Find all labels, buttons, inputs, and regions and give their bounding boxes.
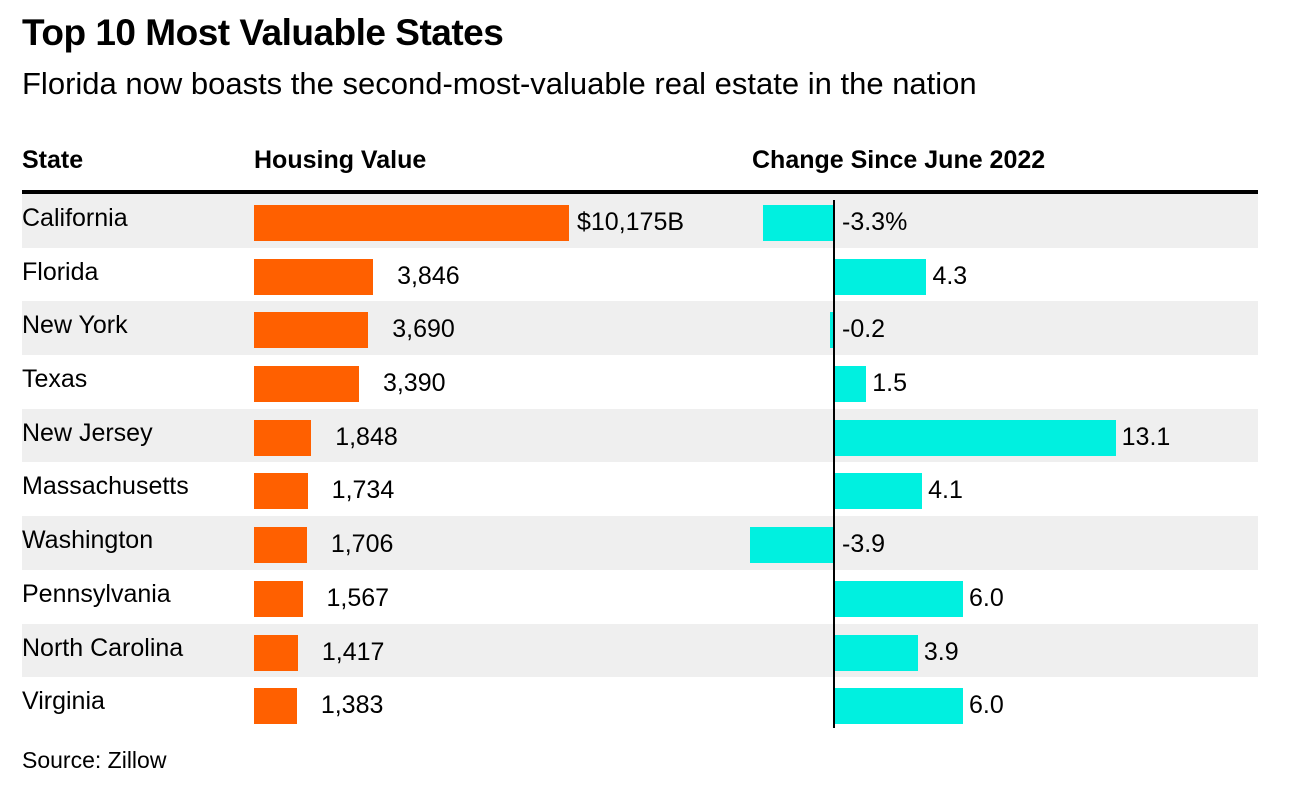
housing-value-label: 1,417 (321, 637, 385, 666)
change-label: 4.3 (932, 261, 968, 290)
header-rule (22, 190, 1258, 194)
zero-axis-line (833, 200, 835, 728)
change-bar (834, 634, 918, 671)
table-row: Massachusetts 1,734 4.1 (22, 462, 1258, 516)
change-label: -3.3% (842, 208, 908, 236)
change-bar (834, 473, 923, 510)
table-row: Virginia 1,383 6.0 (22, 677, 1258, 731)
housing-value-bar (254, 366, 359, 403)
housing-value-bar (254, 473, 308, 510)
chart-subtitle: Florida now boasts the second-most-valua… (22, 66, 977, 101)
change-bar (834, 419, 1116, 456)
housing-value-label: 3,390 (382, 369, 446, 398)
state-label: North Carolina (22, 633, 184, 662)
source-note: Source: Zillow (22, 747, 167, 773)
chart-title: Top 10 Most Valuable States (22, 12, 504, 53)
change-label: 4.1 (928, 476, 963, 505)
change-bar (834, 258, 927, 295)
housing-value-bar (254, 688, 297, 725)
change-label: -0.2 (842, 315, 886, 344)
housing-value-label: 1,383 (320, 691, 384, 720)
change-bar (829, 312, 834, 349)
state-label: New York (22, 311, 128, 340)
state-label: Massachusetts (22, 472, 189, 501)
change-label: -3.9 (842, 530, 886, 559)
state-label: California (22, 204, 128, 232)
housing-value-bar (254, 205, 569, 241)
state-label: New Jersey (22, 418, 153, 447)
table-row: Florida 3,846 4.3 (22, 248, 1258, 302)
change-label: 3.9 (923, 637, 959, 666)
table-row: North Carolina 1,417 3.9 (22, 623, 1258, 678)
change-label: 1.5 (872, 369, 908, 398)
state-label: Florida (22, 257, 99, 286)
state-label: Pennsylvania (22, 579, 171, 608)
housing-value-label: 1,734 (331, 476, 395, 505)
state-label: Virginia (22, 687, 105, 716)
table-row: New Jersey 1,848 13.1 (22, 408, 1258, 463)
change-bar (750, 527, 834, 564)
change-label: 6.0 (969, 691, 1004, 720)
housing-value-label: 1,567 (326, 583, 390, 612)
housing-value-label: 1,706 (330, 530, 394, 559)
housing-value-label: 1,848 (335, 422, 398, 451)
housing-value-label: 3,846 (397, 261, 460, 290)
column-header-change: Change Since June 2022 (752, 146, 1046, 174)
change-label: 6.0 (969, 583, 1004, 612)
column-header-housing-value: Housing Value (254, 146, 427, 174)
housing-value-bar (254, 634, 298, 671)
housing-value-bar (254, 580, 303, 617)
change-bar (834, 688, 963, 725)
table-row: Washington 1,706 -3.9 (22, 516, 1258, 570)
housing-value-label: 3,690 (392, 315, 455, 344)
state-label: Texas (22, 365, 88, 394)
table-body: California $10,175B -3.3% Florida 3,846 4.3 Ne… (22, 194, 1258, 731)
table-row: California $10,175B -3.3% (22, 194, 1258, 248)
change-bar (834, 366, 867, 403)
housing-value-label: $10,175B (577, 208, 685, 236)
change-label: 13.1 (1121, 422, 1171, 451)
table-row: Pennsylvania 1,567 6.0 (22, 570, 1258, 624)
change-bar (834, 580, 963, 617)
state-label: Washington (22, 526, 154, 555)
housing-value-bar (254, 419, 312, 456)
housing-value-bar (254, 258, 374, 295)
table-row: Texas 3,390 1.5 (22, 355, 1258, 409)
table-row: New York 3,690 -0.2 (22, 301, 1258, 356)
column-header-state: State (22, 146, 84, 174)
housing-value-bar (254, 312, 369, 349)
housing-value-bar (254, 527, 307, 564)
change-bar (763, 205, 834, 241)
